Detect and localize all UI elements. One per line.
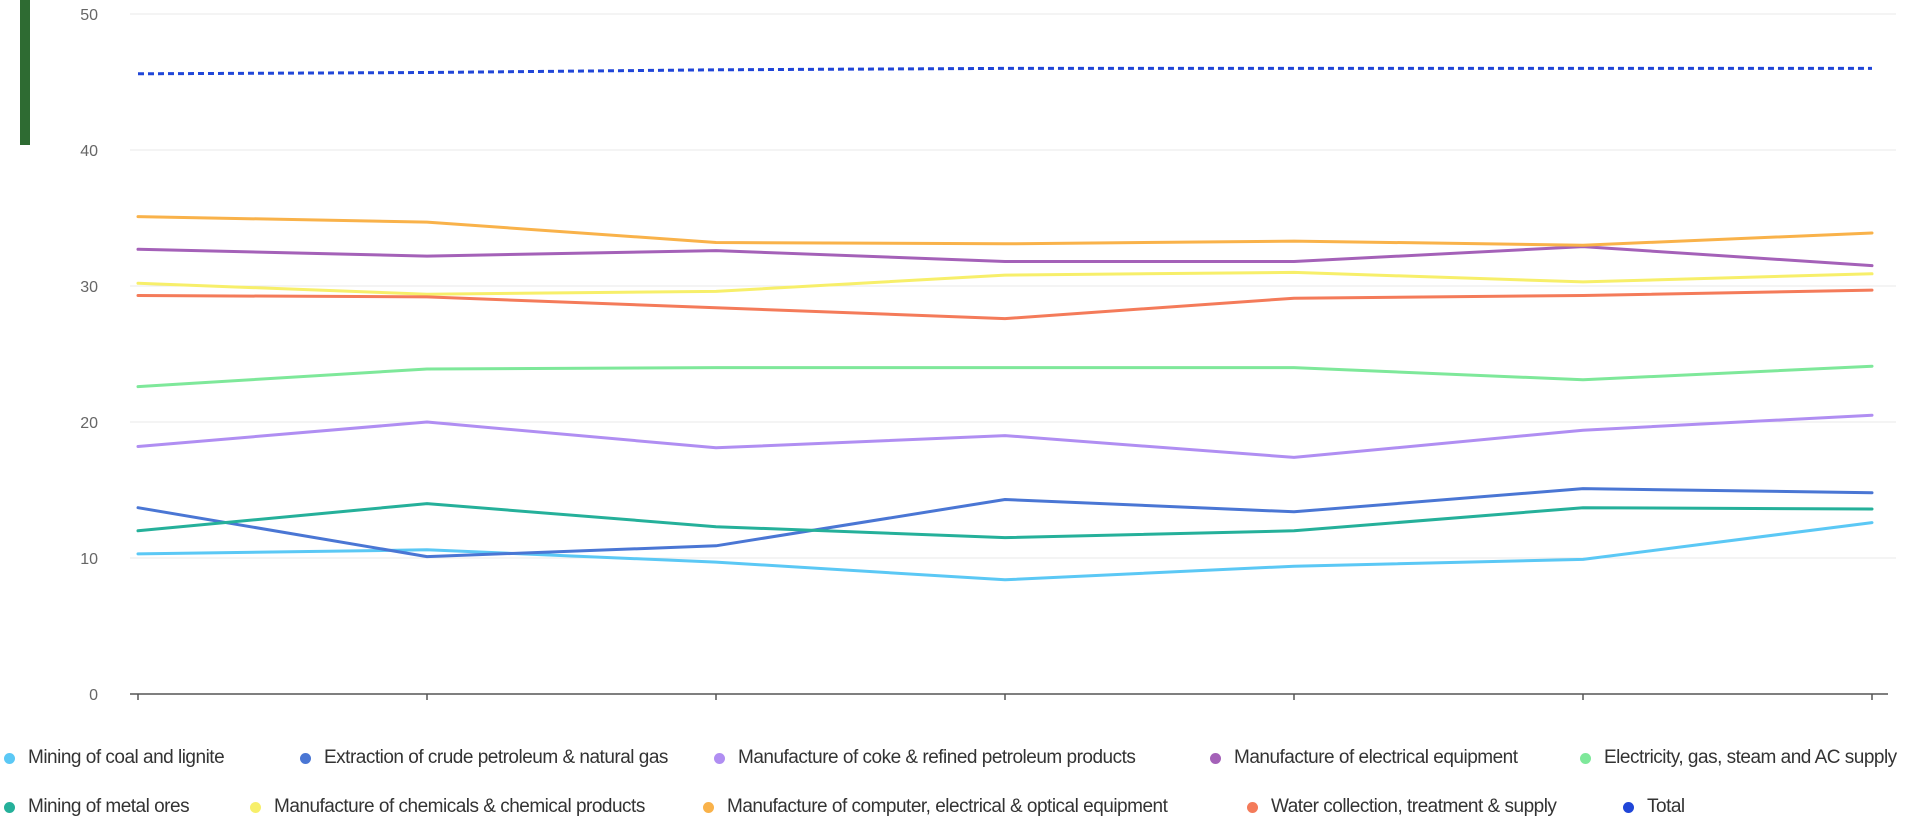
series-line	[136, 215, 1874, 247]
series-line	[136, 502, 1874, 540]
legend-item: Total	[1623, 796, 1685, 818]
legend-item: Manufacture of coke & refined petroleum …	[714, 747, 1136, 769]
legend-item: Manufacture of chemicals & chemical prod…	[250, 796, 645, 818]
legend-item: Mining of coal and lignite	[4, 747, 225, 769]
legend-label: Total	[1647, 796, 1685, 817]
series-line	[137, 66, 1872, 76]
legend-item: Mining of metal ores	[4, 796, 190, 818]
legend-swatch	[703, 801, 714, 813]
series-line	[136, 413, 1874, 459]
legend-swatch	[4, 752, 15, 764]
y-axis-ticks: 0 10 20 30 40 50	[80, 7, 98, 700]
legend-label: Manufacture of coke & refined petroleum …	[738, 747, 1136, 768]
y-tick-label: 0	[89, 687, 98, 700]
line-chart: 0 10 20 30 40 50 2011201220132014201520162017	[80, 7, 1896, 700]
legend-label: Extraction of crude petroleum & natural …	[324, 747, 668, 768]
legend-swatch	[1247, 801, 1258, 813]
accent-bar	[20, 0, 30, 145]
series-line	[136, 245, 1874, 268]
legend-label: Manufacture of computer, electrical & op…	[727, 796, 1168, 817]
legend-item: Extraction of crude petroleum & natural …	[300, 747, 668, 769]
legend-swatch	[4, 801, 15, 813]
legend-label: Water collection, treatment & supply	[1271, 796, 1557, 817]
legend-item: Manufacture of computer, electrical & op…	[703, 796, 1168, 818]
grid-lines	[130, 13, 1896, 559]
y-tick-label: 20	[80, 415, 98, 432]
legend-label: Manufacture of electrical equipment	[1234, 747, 1518, 768]
y-tick-label: 30	[80, 279, 98, 296]
legend-swatch	[1580, 752, 1591, 764]
y-tick-label: 40	[80, 143, 98, 160]
series-lines	[136, 66, 1874, 582]
legend-item: Manufacture of electrical equipment	[1210, 747, 1518, 769]
series-line	[136, 270, 1874, 296]
series-line	[136, 487, 1874, 559]
y-tick-label: 10	[80, 551, 98, 568]
series-line	[136, 521, 1874, 582]
x-axis: 2011201220132014201520162017	[130, 693, 1888, 700]
series-line	[136, 288, 1874, 321]
legend-label: Mining of coal and lignite	[28, 747, 225, 768]
legend-swatch	[1623, 801, 1634, 813]
legend-swatch	[300, 752, 311, 764]
legend-label: Mining of metal ores	[28, 796, 190, 817]
legend-label: Electricity, gas, steam and AC supply	[1604, 747, 1897, 768]
legend-item: Electricity, gas, steam and AC supply	[1580, 747, 1897, 769]
y-tick-label: 50	[80, 7, 98, 24]
legend-item: Water collection, treatment & supply	[1247, 796, 1557, 818]
legend-label: Manufacture of chemicals & chemical prod…	[274, 796, 645, 817]
legend-swatch	[250, 801, 261, 813]
legend-swatch	[1210, 752, 1221, 764]
legend-swatch	[714, 752, 725, 764]
series-line	[136, 364, 1874, 389]
